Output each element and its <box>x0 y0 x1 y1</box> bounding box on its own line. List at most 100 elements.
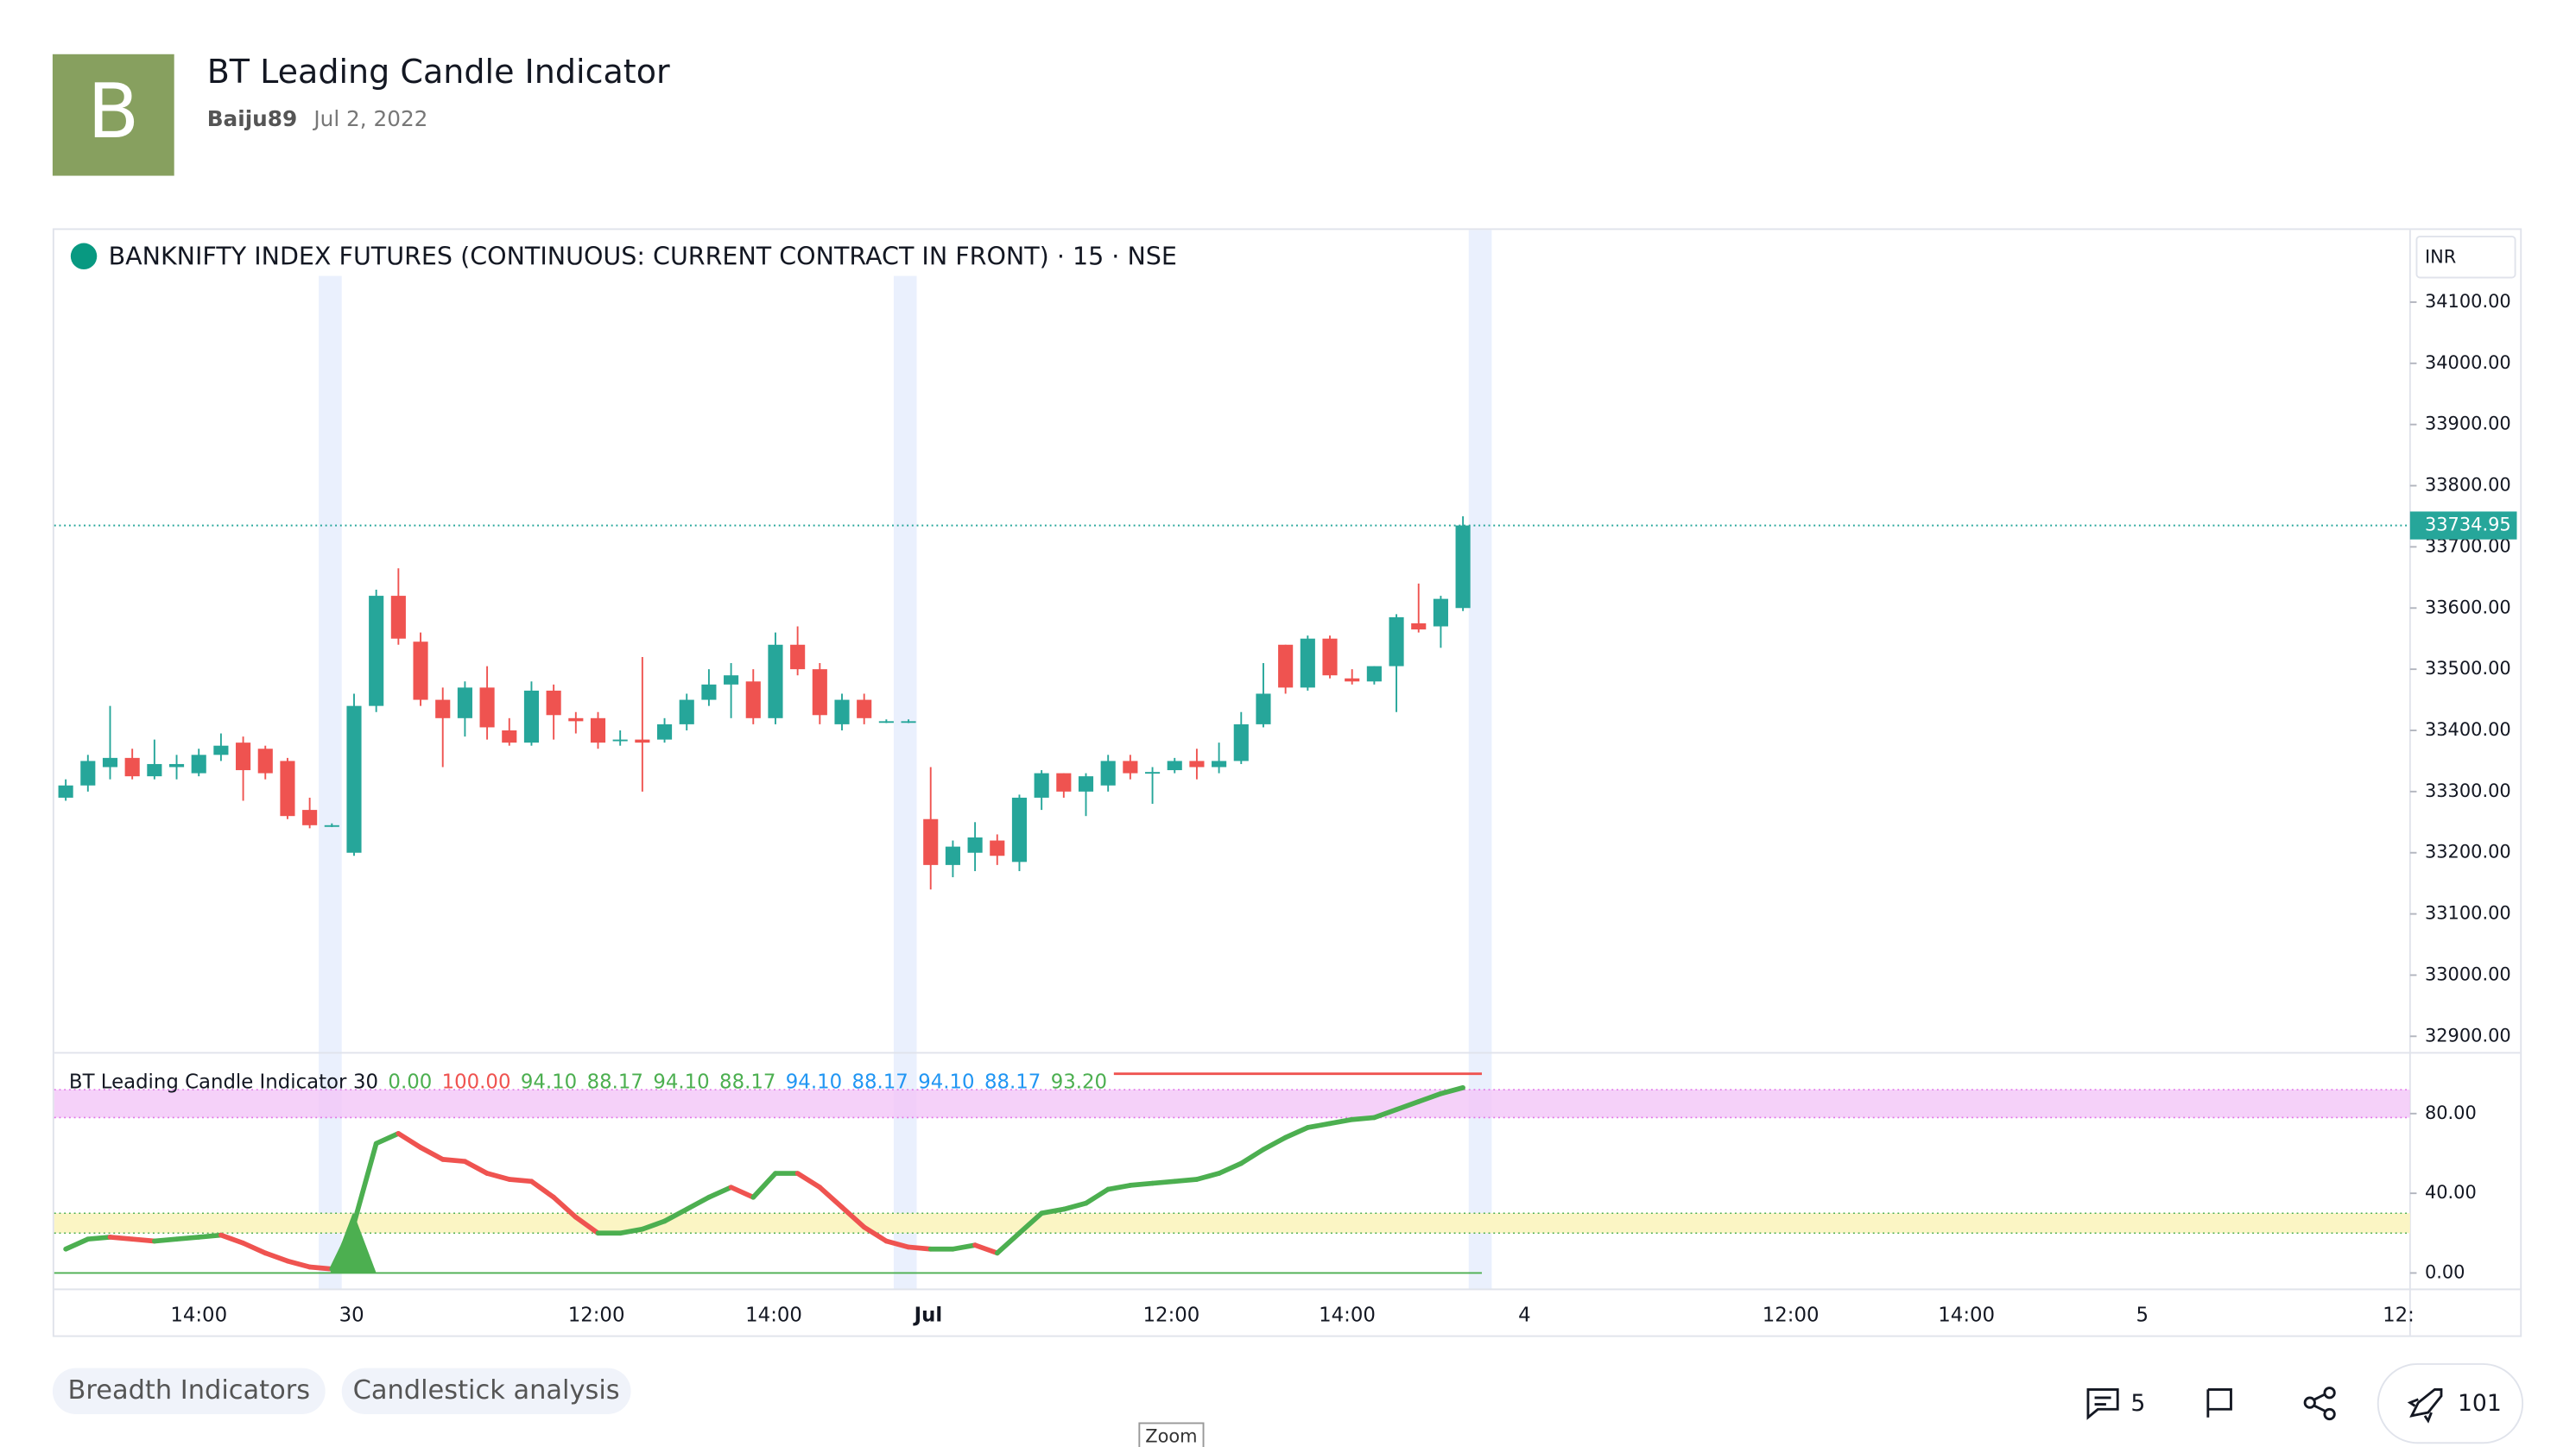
indicator-line <box>240 1240 269 1256</box>
candle-body <box>236 742 251 771</box>
time-label: 14:00 <box>1319 1304 1376 1326</box>
share-icon-part <box>2313 1393 2326 1412</box>
candle-body <box>191 755 206 774</box>
chart-frame[interactable] <box>52 228 2522 1337</box>
candle-body <box>280 761 295 817</box>
candle-body <box>324 825 339 827</box>
candle-body <box>168 763 185 768</box>
indicator-line <box>1394 1099 1421 1113</box>
indicator-line <box>1415 1090 1444 1104</box>
indicator-line <box>373 1131 402 1147</box>
candle-body <box>1411 622 1427 630</box>
indicator-line <box>750 1171 778 1200</box>
candle-body <box>945 846 960 865</box>
share-icon-part <box>2323 1387 2336 1400</box>
candle-body <box>701 684 717 700</box>
candle-body <box>1167 761 1182 771</box>
price-tick-label: 33400.00 <box>2425 719 2511 740</box>
indicator-line <box>152 1236 180 1244</box>
candle-body <box>768 644 783 718</box>
indicator-line <box>706 1185 734 1200</box>
candle-body <box>1011 797 1028 863</box>
comment-icon[interactable] <box>2086 1387 2119 1420</box>
indicator-line <box>883 1238 911 1250</box>
avatar-letter: B <box>87 67 139 155</box>
indicator-line <box>1016 1210 1044 1236</box>
indicator-line <box>950 1242 978 1252</box>
candle-body <box>346 705 362 853</box>
indicator-line <box>462 1159 490 1176</box>
indicator-line <box>1128 1180 1155 1188</box>
indicator-line <box>85 1235 113 1242</box>
time-label: 14:00 <box>1938 1304 1995 1326</box>
candle-body <box>1345 678 1360 682</box>
candle-body <box>990 840 1005 856</box>
indicator-line <box>972 1242 1000 1256</box>
indicator-value: 88.17 <box>984 1071 1041 1093</box>
indicator-value: 88.17 <box>587 1071 643 1093</box>
time-label: 4 <box>1518 1304 1531 1326</box>
candle-body <box>413 641 428 700</box>
indicator-line <box>994 1230 1022 1256</box>
indicator-line <box>63 1236 91 1252</box>
candle-body <box>302 810 318 825</box>
candle-body <box>1144 772 1161 774</box>
author[interactable]: Baiju89 <box>207 106 297 131</box>
indicator-line <box>1282 1125 1311 1141</box>
candle-body <box>857 699 872 718</box>
indicator-line <box>130 1236 157 1244</box>
symbol-title: BANKNIFTY INDEX FUTURES (CONTINUOUS: CUR… <box>109 243 1177 271</box>
time-label: 5 <box>2136 1304 2149 1326</box>
candle-body <box>147 763 162 777</box>
candle-body <box>923 818 939 865</box>
candle-body <box>1233 724 1249 761</box>
candle-body <box>1056 773 1072 792</box>
candle-body <box>1455 525 1471 609</box>
indicator-line <box>1083 1186 1111 1206</box>
indicator-line <box>1105 1183 1133 1192</box>
time-label: Jul <box>913 1304 943 1326</box>
tag-label: Breadth Indicators <box>68 1375 311 1406</box>
tag[interactable] <box>341 1368 631 1414</box>
indicator-value: 94.10 <box>918 1071 974 1093</box>
price-tick-label: 33600.00 <box>2425 597 2511 617</box>
candle-body <box>1433 598 1448 627</box>
candle-body <box>80 761 96 786</box>
indicator-line <box>1149 1178 1178 1186</box>
comment-count: 5 <box>2130 1390 2145 1417</box>
indicator-line <box>351 1141 379 1226</box>
price-tick-label: 34000.00 <box>2425 352 2511 373</box>
candle-body <box>812 669 827 716</box>
avatar[interactable] <box>52 54 174 176</box>
indicator-value: 94.10 <box>521 1071 577 1093</box>
candle-body <box>546 690 561 716</box>
boost-button[interactable] <box>2377 1362 2524 1444</box>
indicator-line <box>1349 1115 1377 1122</box>
indicator-line <box>640 1218 668 1232</box>
indicator-line <box>684 1194 712 1212</box>
candle-body <box>435 699 451 718</box>
currency-box[interactable] <box>2415 235 2516 279</box>
indicator-line <box>661 1206 690 1224</box>
price-tick-label: 33800.00 <box>2425 475 2511 496</box>
candle-body <box>1300 638 1315 688</box>
time-label: 12: <box>2383 1304 2415 1326</box>
indicator-line <box>573 1214 601 1236</box>
indicator-value: 88.17 <box>852 1071 908 1093</box>
candle-body <box>656 724 673 740</box>
time-label: 12:00 <box>1763 1304 1820 1326</box>
candle-body <box>878 721 894 724</box>
rocket-icon <box>2407 1387 2443 1424</box>
indicator-tick-label: 80.00 <box>2425 1103 2477 1123</box>
share-icon[interactable] <box>2303 1396 2316 1409</box>
candle-body <box>479 687 495 728</box>
flag-icon[interactable] <box>2206 1387 2232 1418</box>
session-highlight <box>1468 230 1492 1290</box>
indicator-line <box>617 1226 645 1236</box>
indicator-tick-label: 40.00 <box>2425 1182 2477 1203</box>
candle-body <box>590 717 606 743</box>
indicator-line <box>1216 1160 1244 1176</box>
price-tick-label: 34100.00 <box>2425 291 2511 312</box>
tag[interactable] <box>52 1368 326 1414</box>
